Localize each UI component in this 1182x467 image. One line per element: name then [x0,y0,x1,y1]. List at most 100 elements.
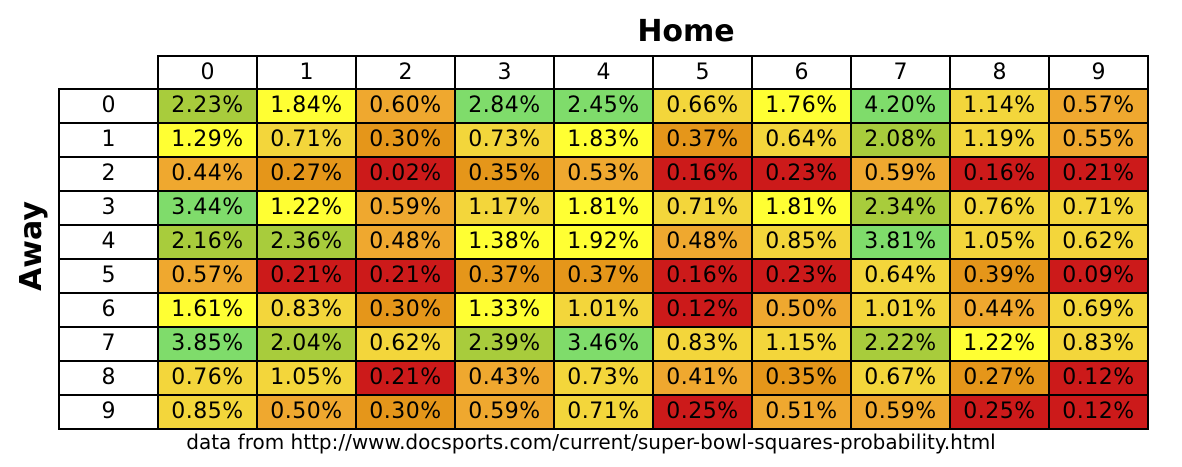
away-row-label: 7 [58,326,159,362]
probability-cell: 1.22% [256,190,357,226]
probability-cell: 0.25% [652,394,753,430]
probability-cell: 2.16% [157,224,258,260]
probability-cell: 3.44% [157,190,258,226]
probability-cell: 1.92% [553,224,654,260]
probability-cell: 0.59% [355,190,456,226]
away-row-label: 2 [58,156,159,192]
probability-cell: 0.09% [1048,258,1149,294]
probability-cell: 1.29% [157,122,258,158]
probability-cell: 4.20% [850,88,951,124]
probability-cell: 1.84% [256,88,357,124]
probability-cell: 0.83% [256,292,357,328]
probability-cell: 1.05% [949,224,1050,260]
probability-cell: 0.76% [157,360,258,396]
probability-cell: 0.55% [1048,122,1149,158]
probability-cell: 1.61% [157,292,258,328]
probability-cell: 1.83% [553,122,654,158]
probability-cell: 0.71% [652,190,753,226]
probability-cell: 1.81% [553,190,654,226]
probability-cell: 2.34% [850,190,951,226]
away-row: 5 0.57% 0.21% 0.21% 0.37% 0.37% 0.16% 0.23% 0.64… [58,258,1149,294]
home-column-label: 7 [850,55,951,90]
probability-cell: 1.17% [454,190,555,226]
probability-cell: 0.60% [355,88,456,124]
probability-cell: 2.23% [157,88,258,124]
probability-cell: 0.30% [355,292,456,328]
probability-cell: 0.23% [751,156,852,192]
probability-cell: 2.39% [454,326,555,362]
away-row: 4 2.16% 2.36% 0.48% 1.38% 1.92% 0.48% 0.85% 3.81… [58,224,1149,260]
probability-cell: 2.84% [454,88,555,124]
probability-cell: 0.48% [355,224,456,260]
probability-cell: 1.15% [751,326,852,362]
probability-cell: 0.12% [1048,394,1149,430]
probability-cell: 0.53% [553,156,654,192]
probability-cell: 0.85% [157,394,258,430]
probability-cell: 0.59% [454,394,555,430]
home-column-label: 6 [751,55,852,90]
away-row-label: 4 [58,224,159,260]
probability-cell: 0.21% [1048,156,1149,192]
away-row: 6 1.61% 0.83% 0.30% 1.33% 1.01% 0.12% 0.50% 1.01… [58,292,1149,328]
probability-cell: 0.12% [652,292,753,328]
probability-cell: 2.36% [256,224,357,260]
probability-cell: 3.46% [553,326,654,362]
home-column-label: 5 [652,55,753,90]
probability-cell: 1.76% [751,88,852,124]
probability-cell: 0.64% [751,122,852,158]
probability-cell: 0.37% [652,122,753,158]
probability-cell: 0.57% [1048,88,1149,124]
probability-cell: 0.25% [949,394,1050,430]
home-column-label: 9 [1048,55,1149,90]
away-row-label: 0 [58,88,159,124]
away-row-label: 9 [58,394,159,430]
probability-cell: 0.37% [454,258,555,294]
probability-cell: 0.50% [751,292,852,328]
probability-cell: 2.22% [850,326,951,362]
probability-cell: 0.44% [949,292,1050,328]
probability-cell: 1.14% [949,88,1050,124]
probability-cell: 0.85% [751,224,852,260]
probability-cell: 0.62% [355,326,456,362]
probability-cell: 0.73% [553,360,654,396]
probability-cell: 0.27% [949,360,1050,396]
away-row: 7 3.85% 2.04% 0.62% 2.39% 3.46% 0.83% 1.15% 2.22… [58,326,1149,362]
probability-cell: 0.16% [652,258,753,294]
home-axis-title: Home [637,14,735,49]
probability-cell: 0.71% [1048,190,1149,226]
probability-cell: 0.30% [355,394,456,430]
probability-cell: 0.71% [256,122,357,158]
home-column-label: 1 [256,55,357,90]
probability-cell: 2.45% [553,88,654,124]
probability-cell: 0.16% [949,156,1050,192]
home-column-label: 0 [157,55,258,90]
away-row: 8 0.76% 1.05% 0.21% 0.43% 0.73% 0.41% 0.35% 0.67… [58,360,1149,396]
away-row: 2 0.44% 0.27% 0.02% 0.35% 0.53% 0.16% 0.23% 0.59… [58,156,1149,192]
probability-cell: 0.43% [454,360,555,396]
probability-cell: 0.66% [652,88,753,124]
probability-cell: 0.83% [652,326,753,362]
probability-cell: 1.19% [949,122,1050,158]
data-source-note: data from http://www.docsports.com/curre… [186,430,996,454]
home-column-label: 8 [949,55,1050,90]
probability-cell: 0.30% [355,122,456,158]
probability-cell: 0.27% [256,156,357,192]
probability-cell: 0.16% [652,156,753,192]
probability-cell: 0.21% [355,360,456,396]
probability-cell: 0.69% [1048,292,1149,328]
probability-cell: 0.41% [652,360,753,396]
probability-cell: 3.85% [157,326,258,362]
probability-cell: 0.39% [949,258,1050,294]
away-row: 0 2.23% 1.84% 0.60% 2.84% 2.45% 0.66% 1.76% 4.20… [58,88,1149,124]
away-row-label: 8 [58,360,159,396]
probability-cell: 0.59% [850,394,951,430]
home-column-label: 4 [553,55,654,90]
probability-cell: 1.01% [850,292,951,328]
probability-cell: 0.71% [553,394,654,430]
probability-cell: 0.37% [553,258,654,294]
probability-cell: 1.22% [949,326,1050,362]
away-row-label: 6 [58,292,159,328]
probability-cell: 0.48% [652,224,753,260]
probability-cell: 0.23% [751,258,852,294]
